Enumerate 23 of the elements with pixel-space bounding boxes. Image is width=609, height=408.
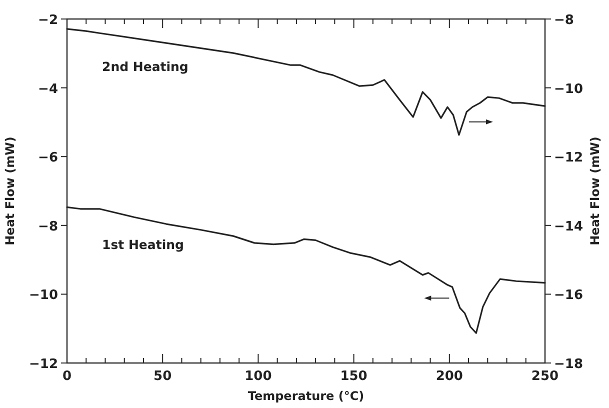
x-tick-label: 250 — [531, 369, 559, 384]
x-axis-title: Temperature (°C) — [248, 389, 364, 403]
y-axis-title: Heat Flow (mW) — [3, 136, 17, 246]
y-tick-label: −12 — [29, 357, 58, 372]
x-tick-label: 150 — [340, 369, 368, 384]
x-tick-label: 0 — [62, 369, 72, 384]
x-tick-label: 200 — [436, 369, 463, 384]
y2-tick-label: −14 — [554, 219, 583, 234]
x-tick-label: 100 — [244, 369, 272, 384]
y-tick-label: −4 — [38, 82, 58, 97]
y2-tick-label: −12 — [554, 150, 583, 166]
series-label: 1st Heating — [102, 237, 184, 252]
y-tick-label: −8 — [38, 219, 58, 234]
y2-tick-label: −10 — [554, 82, 583, 97]
y2-tick-label: −16 — [554, 288, 583, 304]
y-tick-label: −10 — [29, 288, 58, 304]
y2-tick-label: −18 — [554, 357, 583, 372]
y-tick-label: −2 — [38, 13, 58, 28]
x-tick-label: 50 — [154, 369, 172, 384]
y2-axis-title: Heat Flow (mW) — [588, 136, 602, 246]
y-tick-label: −6 — [38, 150, 58, 166]
series-label: 2nd Heating — [102, 58, 188, 74]
y2-tick-label: −8 — [554, 13, 574, 28]
